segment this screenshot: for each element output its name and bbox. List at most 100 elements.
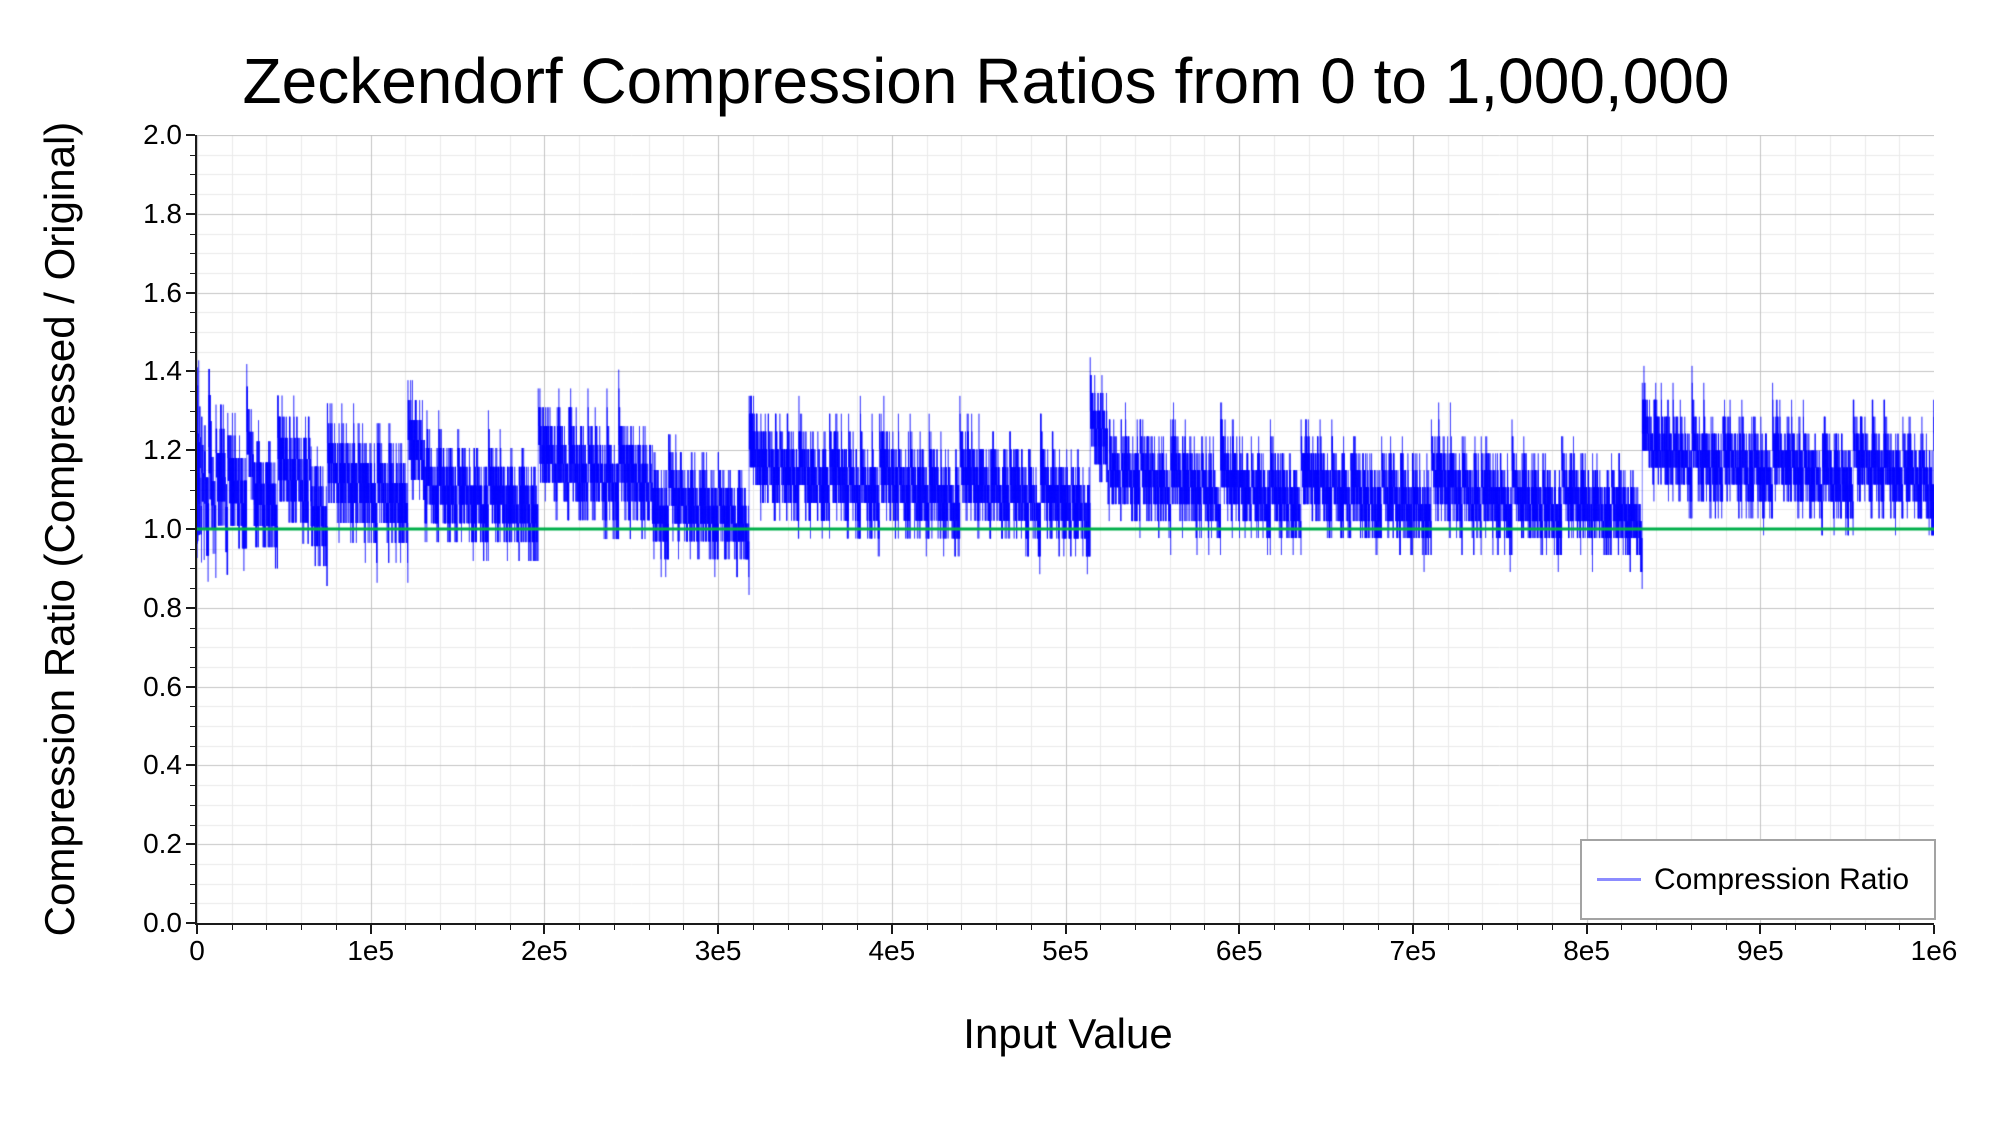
y-tick-label: 1.8 xyxy=(143,197,182,229)
y-tick-label: 0.2 xyxy=(143,828,182,860)
x-tick-mark xyxy=(717,925,720,934)
y-tick-label: 0.6 xyxy=(143,670,182,702)
y-minor-tick-mark xyxy=(190,903,195,905)
y-minor-tick-mark xyxy=(190,666,195,668)
x-minor-tick-mark xyxy=(1517,925,1519,930)
x-minor-tick-mark xyxy=(335,925,337,930)
y-minor-tick-mark xyxy=(190,489,195,491)
x-tick-label: 8e5 xyxy=(1563,935,1610,966)
x-tick-mark xyxy=(1064,925,1067,934)
x-minor-tick-mark xyxy=(1030,925,1032,930)
y-minor-tick-mark xyxy=(190,430,195,432)
x-tick-label: 7e5 xyxy=(1389,935,1437,966)
x-minor-tick-mark xyxy=(648,925,650,930)
y-minor-tick-mark xyxy=(190,469,195,471)
y-minor-tick-mark xyxy=(190,548,195,550)
y-minor-tick-mark xyxy=(190,804,195,806)
x-minor-tick-mark xyxy=(1482,925,1484,930)
x-minor-tick-mark xyxy=(996,925,998,930)
legend: Compression Ratio xyxy=(1580,839,1936,920)
y-minor-tick-mark xyxy=(190,568,195,570)
x-minor-tick-mark xyxy=(509,925,511,930)
chart-canvas xyxy=(197,135,1934,923)
y-tick-label: 0.0 xyxy=(143,907,182,938)
x-axis-label: Input Value xyxy=(963,1010,1173,1057)
x-minor-tick-mark xyxy=(474,925,476,930)
x-minor-tick-mark xyxy=(1795,925,1797,930)
legend-label: Compression Ratio xyxy=(1654,862,1910,896)
y-minor-tick-mark xyxy=(190,824,195,826)
x-tick-mark xyxy=(1411,925,1414,934)
y-tick-label: 0.4 xyxy=(143,749,182,781)
x-tick-mark xyxy=(1933,925,1935,934)
y-tick-mark xyxy=(186,212,195,215)
y-tick-label: 1.6 xyxy=(143,276,182,308)
y-minor-tick-mark xyxy=(190,194,195,196)
x-minor-tick-mark xyxy=(1343,925,1345,930)
y-tick-label: 1.2 xyxy=(143,434,182,466)
legend-line-sample xyxy=(1597,878,1641,881)
y-tick-mark xyxy=(186,685,195,688)
x-minor-tick-mark xyxy=(822,925,824,930)
y-minor-tick-mark xyxy=(190,174,195,176)
x-minor-tick-mark xyxy=(1899,925,1901,930)
x-minor-tick-mark xyxy=(301,925,303,930)
y-tick-mark xyxy=(186,449,195,452)
y-minor-tick-mark xyxy=(190,154,195,156)
y-tick-mark xyxy=(186,843,195,846)
x-minor-tick-mark xyxy=(1134,925,1136,930)
x-minor-tick-mark xyxy=(752,925,754,930)
y-minor-tick-mark xyxy=(190,332,195,333)
y-tick-label: 0.8 xyxy=(143,591,182,623)
y-axis-label: Compression Ratio (Compressed / Original… xyxy=(36,121,83,937)
x-minor-tick-mark xyxy=(1447,925,1449,930)
x-tick-mark xyxy=(1585,925,1588,934)
chart-title: Zeckendorf Compression Ratios from 0 to … xyxy=(242,45,1730,117)
x-tick-label: 4e5 xyxy=(868,935,916,966)
y-minor-tick-mark xyxy=(190,272,195,274)
x-minor-tick-mark xyxy=(1100,925,1102,930)
x-minor-tick-mark xyxy=(683,925,685,930)
x-tick-mark xyxy=(1238,925,1241,934)
y-tick-mark xyxy=(186,922,195,924)
x-minor-tick-mark xyxy=(1169,925,1171,930)
y-tick-label: 2.0 xyxy=(143,119,182,150)
y-tick-mark xyxy=(186,528,195,530)
x-tick-label: 0 xyxy=(189,935,205,966)
x-minor-tick-mark xyxy=(1273,925,1275,930)
x-tick-mark xyxy=(196,925,198,934)
x-minor-tick-mark xyxy=(1656,925,1658,930)
x-tick-label: 1e5 xyxy=(347,935,395,966)
x-minor-tick-mark xyxy=(579,925,581,930)
x-tick-label: 9e5 xyxy=(1736,935,1784,966)
y-minor-tick-mark xyxy=(190,745,195,747)
x-tick-mark xyxy=(890,925,893,934)
y-minor-tick-mark xyxy=(190,726,195,727)
x-minor-tick-mark xyxy=(1308,925,1310,930)
y-minor-tick-mark xyxy=(190,706,195,708)
x-tick-label: 6e5 xyxy=(1215,935,1263,966)
y-minor-tick-mark xyxy=(190,351,195,353)
y-tick-mark xyxy=(186,764,195,767)
x-tick-label: 3e5 xyxy=(694,935,742,966)
y-minor-tick-mark xyxy=(190,391,195,393)
y-minor-tick-mark xyxy=(190,253,195,255)
y-minor-tick-mark xyxy=(190,233,195,235)
x-minor-tick-mark xyxy=(1204,925,1206,930)
x-minor-tick-mark xyxy=(1378,925,1380,930)
x-tick-mark xyxy=(543,925,546,934)
x-minor-tick-mark xyxy=(1725,925,1727,930)
x-minor-tick-mark xyxy=(1829,925,1831,930)
x-minor-tick-mark xyxy=(440,925,442,930)
y-minor-tick-mark xyxy=(190,627,195,629)
x-tick-label: 2e5 xyxy=(521,935,568,966)
y-minor-tick-mark xyxy=(190,883,195,885)
x-minor-tick-mark xyxy=(961,925,963,930)
y-tick-mark xyxy=(186,291,195,294)
y-minor-tick-mark xyxy=(190,509,195,511)
x-minor-tick-mark xyxy=(1690,925,1692,930)
x-minor-tick-mark xyxy=(787,925,789,930)
y-tick-mark xyxy=(186,606,195,609)
x-minor-tick-mark xyxy=(857,925,859,930)
